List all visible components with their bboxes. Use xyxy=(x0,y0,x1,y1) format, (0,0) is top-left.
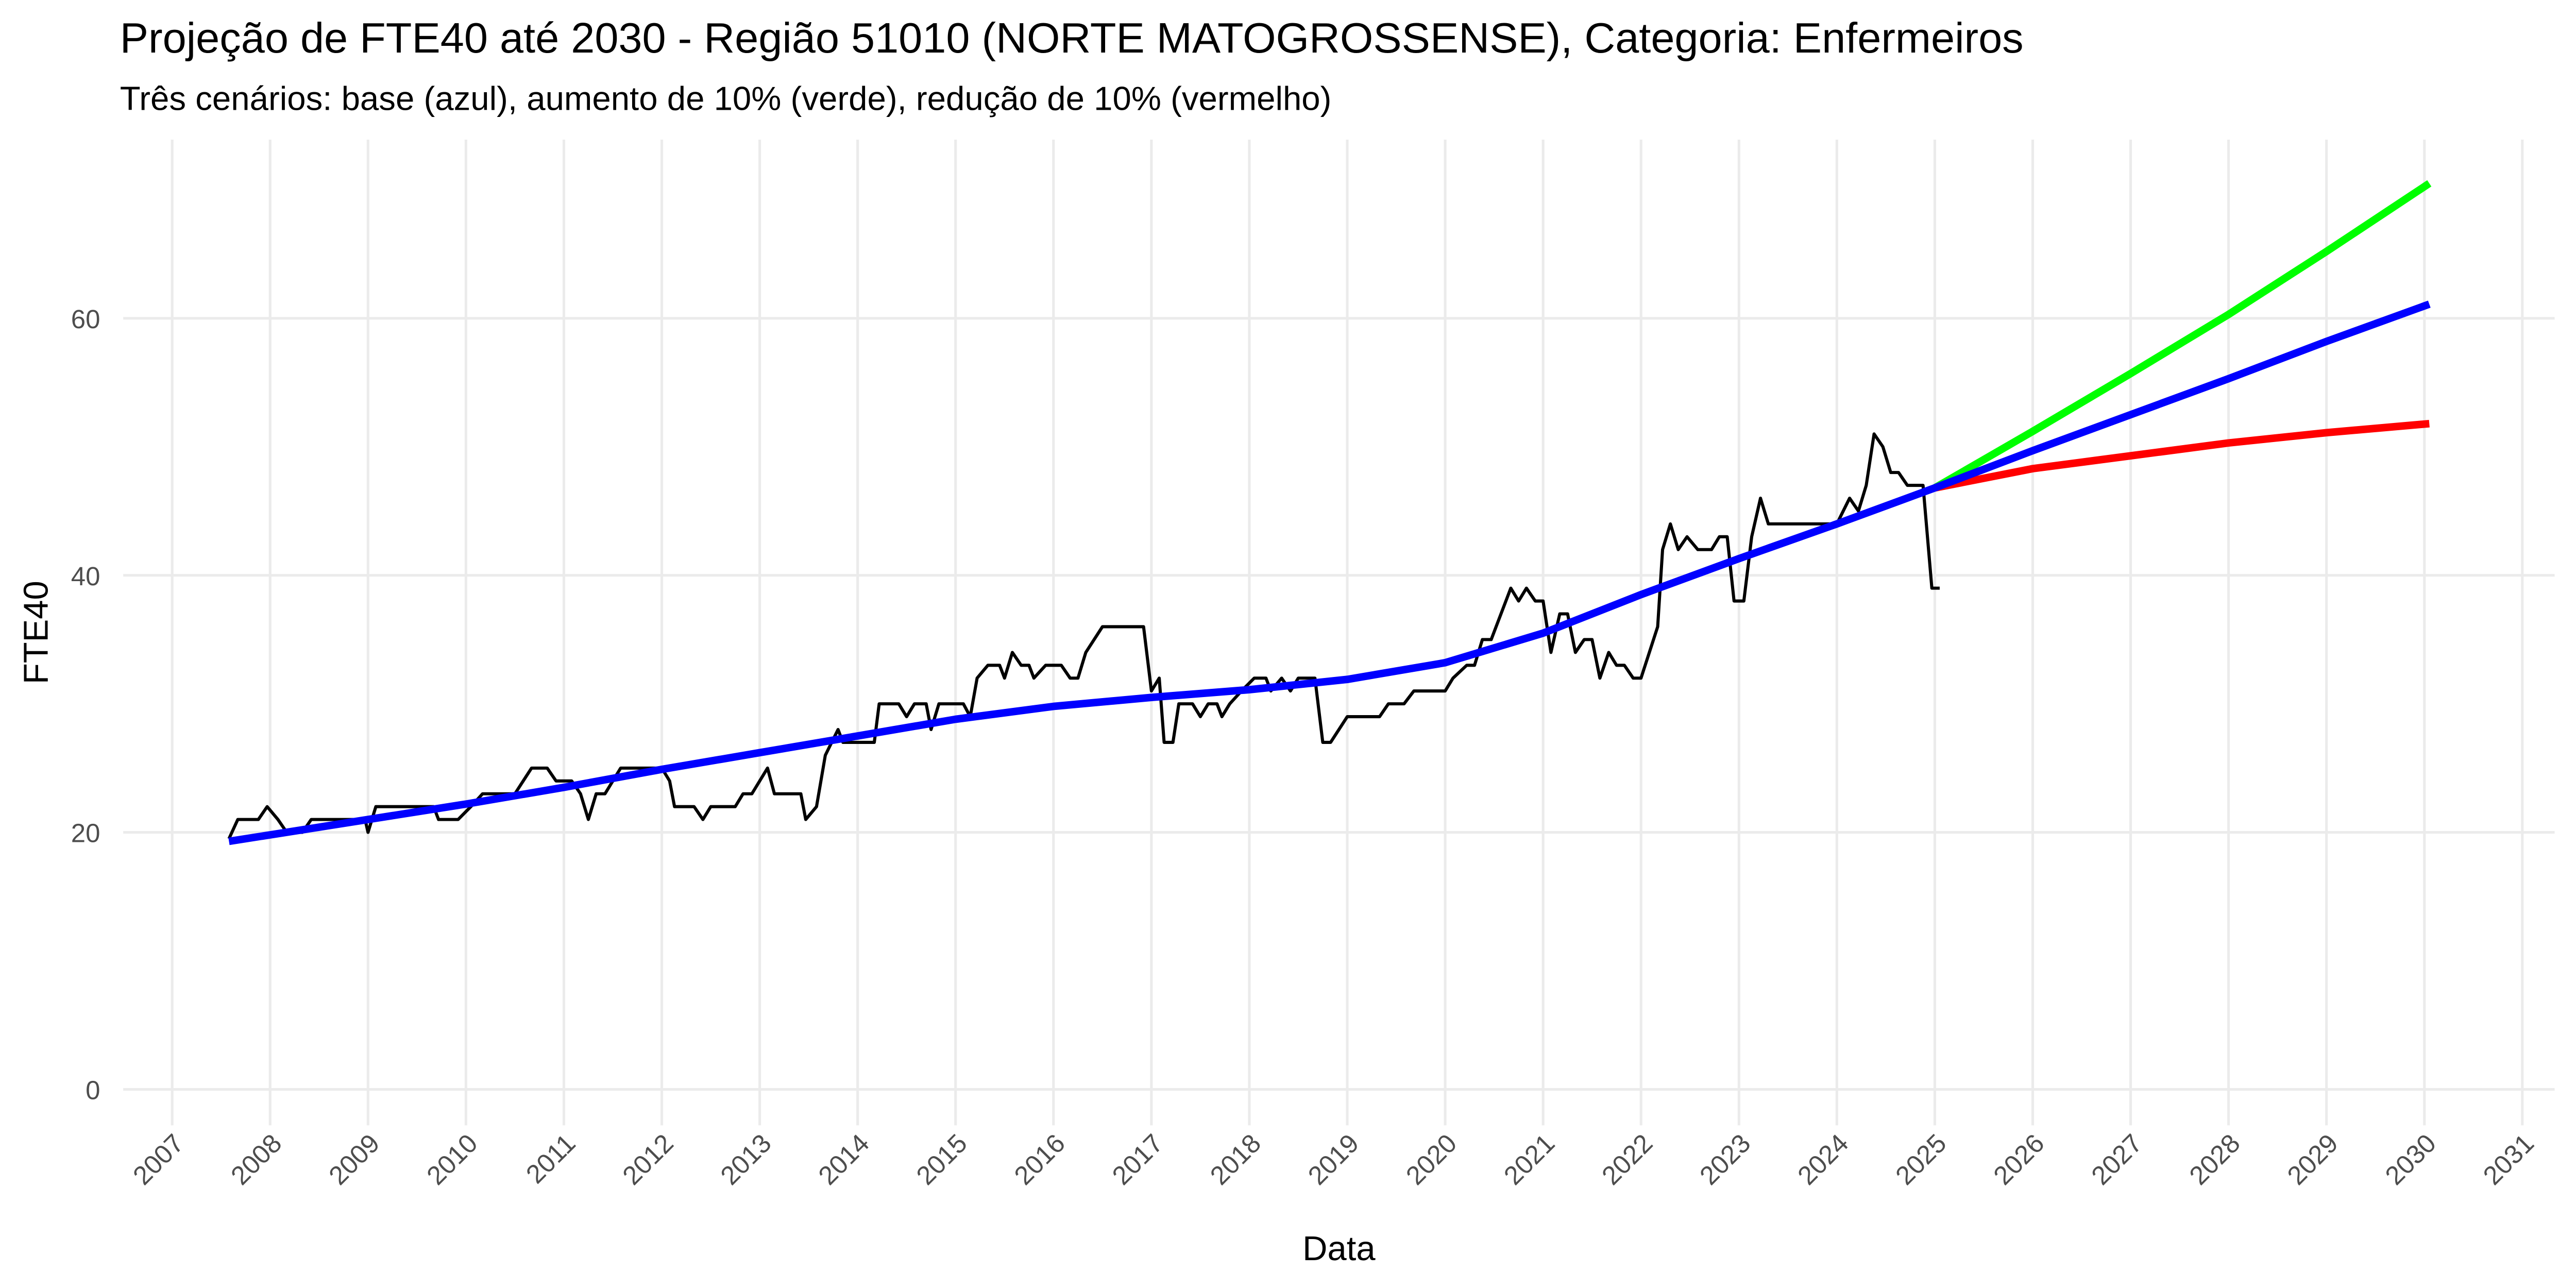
series-line xyxy=(1934,420,2430,492)
chart-subtitle: Três cenários: base (azul), aumento de 1… xyxy=(120,80,1332,117)
x-tick-label: 2007 xyxy=(127,1128,190,1191)
tick-labels: 0 20 40 60 2007 2008 2009 2010 2011 2012 2013 2014 2… xyxy=(71,304,2539,1191)
x-tick-label: 2017 xyxy=(1107,1128,1169,1191)
x-tick-label: 2012 xyxy=(617,1128,679,1191)
x-tick-label: 2018 xyxy=(1205,1128,1267,1191)
y-tick-label: 60 xyxy=(71,304,100,334)
y-tick-label: 0 xyxy=(86,1076,100,1105)
x-axis-title: Data xyxy=(1302,1229,1376,1268)
x-tick-label: 2010 xyxy=(421,1128,483,1191)
x-tick-label: 2016 xyxy=(1009,1128,1071,1191)
x-tick-label: 2019 xyxy=(1302,1128,1365,1191)
x-tick-label: 2024 xyxy=(1792,1128,1854,1191)
x-tick-label: 2013 xyxy=(715,1128,777,1191)
series-line xyxy=(228,300,2431,845)
x-tick-label: 2022 xyxy=(1596,1128,1658,1191)
plot-area xyxy=(227,180,2432,845)
x-tick-label: 2028 xyxy=(2183,1128,2246,1191)
x-tick-label: 2026 xyxy=(1988,1128,2050,1191)
x-tick-label: 2009 xyxy=(323,1128,385,1191)
x-tick-label: 2008 xyxy=(225,1128,287,1191)
x-tick-label: 2015 xyxy=(910,1128,973,1191)
grid xyxy=(123,140,2555,1126)
chart-title: Projeção de FTE40 até 2030 - Região 5101… xyxy=(120,14,2024,62)
x-tick-label: 2027 xyxy=(2086,1128,2148,1191)
series-line xyxy=(227,432,1940,840)
x-tick-label: 2023 xyxy=(1694,1128,1756,1191)
y-tick-label: 20 xyxy=(71,819,100,848)
x-tick-label: 2030 xyxy=(2379,1128,2442,1191)
x-tick-label: 2021 xyxy=(1498,1128,1561,1191)
x-tick-label: 2020 xyxy=(1400,1128,1463,1191)
x-tick-label: 2011 xyxy=(520,1128,581,1189)
y-axis-title: FTE40 xyxy=(16,581,55,684)
x-tick-label: 2025 xyxy=(1890,1128,1952,1191)
series-line xyxy=(1933,180,2432,492)
x-tick-label: 2031 xyxy=(2478,1128,2540,1191)
x-tick-label: 2029 xyxy=(2281,1128,2344,1191)
x-tick-label: 2014 xyxy=(812,1128,875,1191)
y-tick-label: 40 xyxy=(71,562,100,591)
